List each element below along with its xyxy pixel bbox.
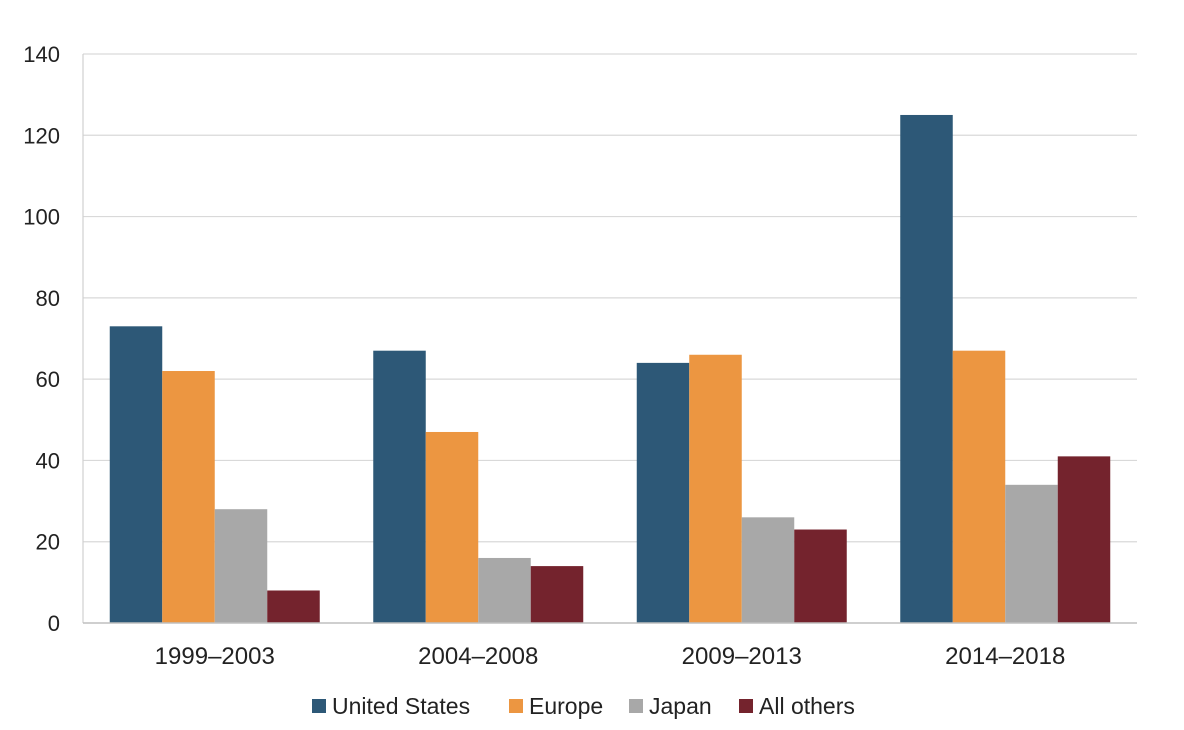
y-axis-ticks: 0 20 40 60 80 100 120 140 [23, 42, 60, 636]
legend-swatch [629, 699, 643, 713]
bar [741, 517, 795, 623]
legend-label: Japan [649, 693, 712, 719]
legend-swatch [312, 699, 326, 713]
bars [109, 114, 1111, 623]
y-tick-label: 20 [36, 530, 60, 555]
y-tick-label: 0 [48, 611, 60, 636]
y-tick-label: 140 [23, 42, 60, 67]
legend-label: United States [332, 693, 470, 719]
y-tick-label: 60 [36, 367, 60, 392]
y-tick-label: 80 [36, 286, 60, 311]
x-axis-category-labels: 1999–2003 2004–2008 2009–2013 2014–2018 [155, 643, 1066, 670]
y-tick-label: 40 [36, 448, 60, 473]
y-tick-label: 100 [23, 205, 60, 230]
legend-label: All others [759, 693, 855, 719]
x-category-label: 2004–2008 [418, 643, 538, 670]
bar [952, 350, 1006, 623]
legend-swatch [739, 699, 753, 713]
bar [478, 557, 531, 623]
gridlines [83, 53, 1137, 543]
bar [1057, 456, 1111, 623]
bar [900, 114, 953, 623]
bar [267, 590, 320, 623]
y-tick-label: 120 [23, 123, 60, 148]
legend-label: Europe [529, 693, 603, 719]
bar [373, 350, 426, 623]
bar [109, 326, 163, 623]
x-category-label: 2014–2018 [945, 643, 1065, 670]
bar [162, 371, 215, 623]
legend: United States Europe Japan All others [312, 693, 855, 719]
axes [82, 54, 1137, 624]
bar [636, 362, 690, 623]
x-category-label: 1999–2003 [155, 643, 275, 670]
x-category-label: 2009–2013 [682, 643, 802, 670]
bar [689, 354, 742, 623]
bar [1005, 484, 1058, 623]
bar [214, 509, 268, 623]
legend-swatch [509, 699, 523, 713]
bar [794, 529, 847, 623]
bar [530, 566, 584, 623]
bar [425, 431, 479, 623]
